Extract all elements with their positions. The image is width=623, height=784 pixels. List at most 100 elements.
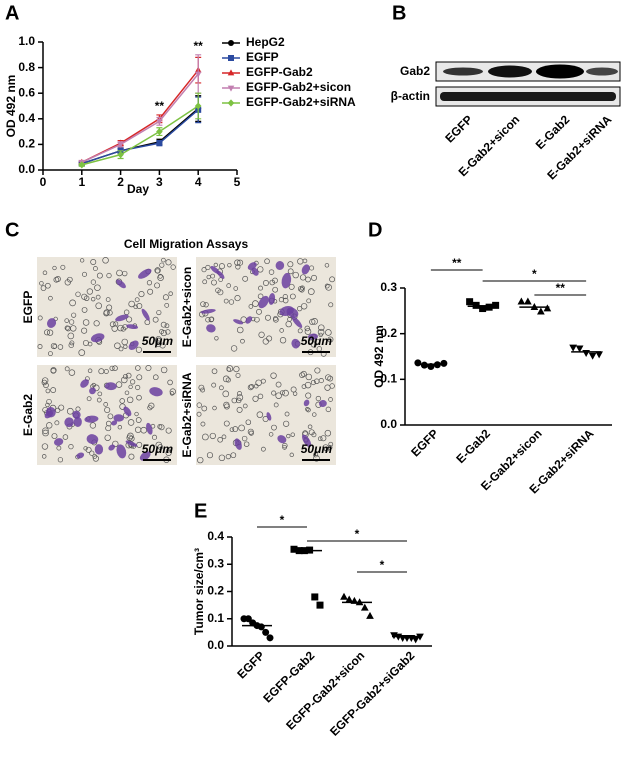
pore — [97, 391, 103, 397]
x-tick-label: 5 — [234, 175, 241, 189]
migrated-cell — [217, 270, 225, 279]
pore — [146, 280, 153, 286]
pore — [37, 344, 43, 350]
pore — [42, 429, 49, 437]
pore — [228, 299, 235, 305]
data-point — [492, 301, 500, 309]
migrated-cell — [200, 308, 216, 314]
pore — [134, 297, 140, 303]
pore — [94, 284, 101, 291]
pore — [122, 374, 128, 380]
pore — [262, 280, 269, 287]
pore — [128, 300, 135, 308]
pore — [307, 424, 313, 430]
scale-label: 50μm — [301, 334, 333, 348]
migrated-cell — [113, 414, 125, 422]
migrated-cell — [64, 417, 74, 428]
pore — [128, 435, 135, 442]
pore — [289, 293, 296, 300]
pore — [271, 390, 277, 396]
pore — [159, 342, 166, 349]
pore — [121, 376, 128, 384]
pore — [69, 299, 76, 307]
pore — [134, 411, 139, 417]
x-tick-label: 1 — [78, 175, 85, 189]
pore — [284, 411, 290, 417]
pore — [82, 339, 89, 346]
pore — [67, 332, 75, 340]
pore — [236, 394, 244, 401]
data-point — [366, 611, 374, 619]
pore — [71, 312, 77, 318]
pore — [136, 374, 143, 381]
y-tick-label: 0.2 — [18, 137, 35, 151]
data-point — [262, 628, 270, 636]
pore — [329, 276, 336, 283]
pore — [315, 395, 321, 402]
pore — [327, 445, 333, 450]
pore — [223, 420, 230, 427]
pore — [165, 259, 172, 266]
pore — [327, 375, 334, 382]
pore — [258, 285, 263, 291]
pore — [107, 310, 113, 316]
data-point — [311, 593, 319, 601]
pore — [201, 405, 208, 412]
migrated-cell — [128, 340, 139, 350]
pore — [162, 294, 169, 301]
pore — [126, 396, 134, 404]
pore — [42, 427, 49, 435]
pore — [317, 436, 323, 442]
pore — [117, 425, 123, 430]
pore — [272, 277, 278, 284]
pore — [92, 454, 98, 459]
migrated-cell — [139, 451, 151, 461]
pore — [213, 262, 218, 268]
y-tick-label: 0.3 — [207, 556, 224, 570]
pore — [60, 264, 66, 270]
migrated-cell — [291, 316, 303, 328]
pore — [90, 279, 97, 285]
micrograph-bg — [37, 365, 177, 465]
pore — [254, 316, 260, 323]
pore — [211, 368, 218, 375]
data-point — [257, 623, 265, 631]
pore — [160, 321, 167, 328]
pore — [41, 379, 48, 386]
row-label: Gab2 — [400, 64, 430, 78]
scale-label: 50μm — [301, 442, 333, 456]
pore — [68, 369, 76, 376]
pore — [282, 294, 288, 300]
pore — [50, 387, 57, 394]
x-tick-label: 0 — [40, 175, 47, 189]
pore — [268, 432, 274, 437]
pore — [257, 393, 264, 400]
pore — [135, 346, 142, 353]
pore — [92, 455, 100, 462]
pore — [158, 424, 165, 431]
migrated-cell — [111, 420, 118, 426]
data-point — [472, 301, 480, 309]
pore — [305, 373, 313, 381]
pore — [130, 379, 136, 385]
blot-band — [443, 67, 483, 76]
row-label: β-actin — [391, 89, 430, 103]
pore — [113, 321, 119, 327]
y-tick-label: 0.6 — [18, 85, 35, 99]
migrated-cell — [233, 319, 244, 325]
blot-band — [586, 67, 618, 76]
pore — [218, 263, 225, 270]
pore — [273, 402, 279, 408]
pore — [157, 444, 164, 450]
pore — [214, 336, 219, 341]
pore — [40, 285, 47, 291]
legend-label: EGFP-Gab2+siRNA — [246, 95, 356, 109]
migrated-cell — [53, 438, 64, 446]
pore — [292, 271, 299, 279]
pore — [43, 382, 49, 389]
pore — [242, 275, 249, 282]
pore — [69, 340, 75, 346]
pore — [62, 434, 69, 440]
migrated-cell — [104, 382, 117, 391]
pore — [299, 274, 307, 281]
